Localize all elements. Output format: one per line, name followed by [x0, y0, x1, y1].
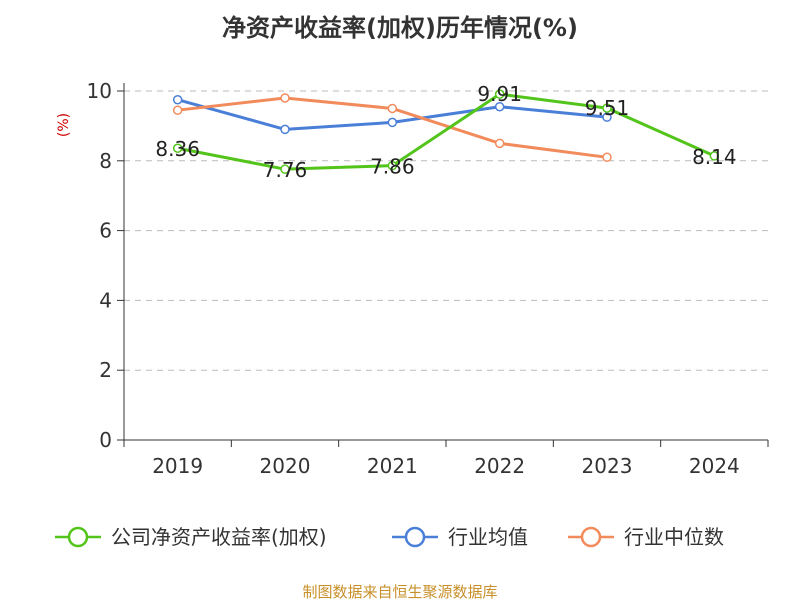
legend-label: 行业中位数	[624, 525, 724, 549]
chart-title: 净资产收益率(加权)历年情况(%)	[222, 14, 578, 42]
y-tick-label: 4	[99, 288, 112, 312]
data-point	[494, 101, 505, 112]
series-layer	[172, 89, 720, 174]
data-label: 8.14	[692, 145, 737, 169]
label-layer: 8.36 7.76 7.86 9.91 9.51 8.14	[155, 82, 736, 182]
data-point	[387, 103, 398, 114]
legend-label: 公司净资产收益率(加权)	[111, 525, 327, 549]
data-point	[709, 151, 720, 161]
data-point	[602, 152, 612, 163]
legend-swatch-marker	[404, 526, 426, 548]
y-tick-label: 8	[99, 149, 112, 173]
grid-layer	[124, 90, 768, 371]
legend-layer: 公司净资产收益率(加权) 行业均值 行业中位数	[55, 525, 724, 549]
data-point	[172, 105, 183, 115]
data-point	[280, 93, 290, 103]
axis-layer: 0 2 4 6 8 10 2019 2020 2021 2022 2023 2024 (%)	[56, 79, 769, 478]
y-tick-label: 0	[99, 428, 112, 452]
series-line-0	[177, 92, 715, 171]
data-point	[387, 160, 398, 171]
legend-label: 行业均值	[448, 525, 528, 549]
y-axis-label: (%)	[56, 113, 72, 137]
data-point	[172, 94, 183, 105]
x-tick-label: 2024	[689, 454, 740, 478]
data-point	[280, 164, 290, 174]
source-note: 制图数据来自恒生聚源数据库	[302, 583, 498, 601]
x-tick-label: 2023	[582, 454, 633, 478]
data-point	[494, 138, 505, 149]
x-tick-label: 2020	[260, 454, 311, 478]
data-label: 8.36	[155, 137, 200, 161]
data-label: 7.86	[370, 155, 415, 179]
data-point	[602, 112, 612, 122]
data-point	[280, 124, 290, 135]
y-tick-label: 6	[99, 219, 112, 243]
data-point	[387, 117, 398, 128]
data-point	[494, 89, 505, 99]
data-point	[602, 103, 612, 113]
y-tick-label: 2	[99, 358, 112, 382]
legend-swatch-marker	[67, 526, 89, 548]
data-point	[172, 143, 183, 153]
x-tick-label: 2022	[474, 454, 525, 478]
x-tick-label: 2019	[152, 454, 203, 478]
legend-swatch-marker	[580, 526, 602, 548]
data-label: 7.76	[263, 158, 308, 182]
x-tick-label: 2021	[367, 454, 418, 478]
y-tick-label: 10	[87, 79, 112, 103]
data-label: 9.91	[477, 82, 522, 106]
data-label: 9.51	[585, 96, 630, 120]
